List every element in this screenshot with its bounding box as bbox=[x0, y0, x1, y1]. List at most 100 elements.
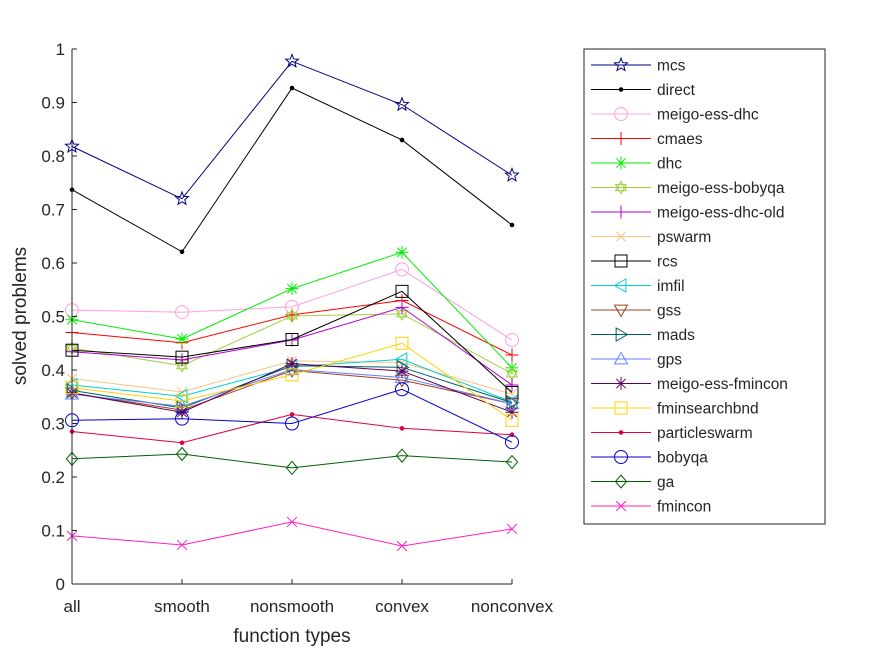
y-tick-label: 0.2 bbox=[41, 468, 65, 487]
data-point-particleswarm-convex bbox=[399, 426, 405, 431]
data-point-ga-nonsmooth bbox=[285, 460, 299, 476]
data-point-cmaes-nonconvex bbox=[505, 348, 519, 362]
legend-item-meigo-ess-bobyqa: meigo-ess-bobyqa bbox=[591, 180, 785, 197]
legend-marker bbox=[614, 474, 628, 489]
legend-label: particleswarm bbox=[657, 425, 753, 442]
y-tick-label: 0.5 bbox=[41, 308, 65, 327]
data-point-meigo-ess-bobyqa-nonconvex bbox=[505, 366, 519, 381]
data-point-rcs-nonsmooth bbox=[285, 333, 299, 347]
legend-marker bbox=[613, 304, 629, 318]
legend-marker bbox=[613, 56, 629, 72]
legend: mcs direct meigo-ess-dhc cmaes dhc meigo-ess-… bbox=[583, 48, 826, 525]
data-point-bobyqa-convex bbox=[395, 382, 409, 397]
legend-label: cmaes bbox=[657, 131, 703, 148]
y-tick-label: 0.7 bbox=[41, 201, 65, 220]
legend-item-pswarm: pswarm bbox=[591, 229, 711, 246]
series-line-fminsearchbnd bbox=[71, 342, 513, 421]
y-axis-label: solved problems bbox=[10, 247, 31, 385]
data-point-fmincon-convex bbox=[396, 540, 408, 552]
series-layer bbox=[64, 53, 520, 552]
series-fmincon bbox=[66, 516, 518, 552]
legend-item-mcs: mcs bbox=[591, 56, 686, 75]
legend-label: meigo-ess-dhc bbox=[657, 107, 759, 124]
legend-item-imfil: imfil bbox=[591, 278, 685, 295]
legend-marker bbox=[614, 254, 628, 268]
data-point-meigo-ess-fmincon-convex bbox=[395, 364, 409, 378]
x-tick-label: smooth bbox=[154, 597, 210, 616]
legend-marker bbox=[618, 430, 624, 435]
data-point-dhc-nonsmooth bbox=[285, 282, 299, 296]
data-point-direct-nonconvex bbox=[509, 222, 515, 228]
series-line-bobyqa bbox=[71, 388, 513, 443]
data-point-bobyqa-nonconvex bbox=[505, 435, 519, 450]
axes-layer: 0 0.1 0.2 0.3 0.4 0.5 0.6 0.7 0.8 0.9 1 all smooth no… bbox=[41, 40, 553, 616]
series-line-meigo-ess-dhc bbox=[71, 268, 513, 341]
legend-label: fmincon bbox=[657, 499, 711, 516]
series-line-ga bbox=[71, 453, 513, 469]
legend-label: gss bbox=[657, 303, 681, 320]
series-line-mcs bbox=[71, 60, 513, 200]
legend-item-rcs: rcs bbox=[591, 254, 678, 271]
legend-label: mcs bbox=[657, 58, 686, 75]
legend-marker bbox=[614, 450, 628, 464]
data-point-particleswarm-smooth bbox=[179, 440, 185, 446]
legend-item-ga: ga bbox=[591, 474, 675, 491]
y-tick-label: 0.4 bbox=[41, 361, 65, 380]
y-tick-label: 0.3 bbox=[41, 415, 65, 434]
data-point-mcs-nonconvex bbox=[504, 167, 520, 182]
legend-marker bbox=[615, 231, 627, 242]
series-line-gss bbox=[71, 370, 513, 411]
legend-label: ga bbox=[657, 474, 675, 491]
legend-label: direct bbox=[657, 82, 696, 99]
legend-label: dhc bbox=[657, 156, 682, 173]
legend-item-fmincon: fmincon bbox=[591, 499, 711, 516]
data-point-mcs-nonsmooth bbox=[284, 53, 300, 68]
legend-item-meigo-ess-fmincon: meigo-ess-fmincon bbox=[591, 376, 788, 393]
legend-marker bbox=[614, 205, 628, 219]
data-point-mcs-convex bbox=[394, 96, 410, 112]
data-point-ga-smooth bbox=[175, 446, 189, 462]
data-point-meigo-ess-fmincon-nonconvex bbox=[505, 405, 519, 419]
legend-item-mads: mads bbox=[591, 327, 695, 344]
legend-label: gps bbox=[657, 352, 682, 369]
legend-label: meigo-ess-bobyqa bbox=[657, 180, 785, 197]
x-tick-label: convex bbox=[375, 597, 429, 616]
legend-box bbox=[583, 48, 826, 525]
legend-label: mads bbox=[657, 327, 695, 344]
data-point-fmincon-nonconvex bbox=[506, 523, 518, 535]
legend-marker bbox=[614, 132, 628, 145]
series-line-rcs bbox=[71, 290, 513, 393]
data-point-particleswarm-nonsmooth bbox=[289, 412, 295, 417]
legend-items: mcs direct meigo-ess-dhc cmaes dhc meigo-ess-… bbox=[591, 56, 788, 516]
legend-label: rcs bbox=[657, 254, 678, 271]
y-tick-label: 0.9 bbox=[41, 94, 65, 113]
data-point-direct-smooth bbox=[179, 249, 185, 255]
y-tick-label: 0 bbox=[56, 575, 65, 594]
x-tick-label: nonsmooth bbox=[250, 597, 334, 616]
data-point-meigo-ess-dhc-smooth bbox=[175, 305, 189, 320]
legend-marker bbox=[615, 500, 627, 512]
data-point-dhc-smooth bbox=[175, 332, 189, 346]
data-point-ga-convex bbox=[395, 448, 409, 463]
data-point-direct-nonsmooth bbox=[289, 85, 295, 91]
series-meigo-ess-dhc bbox=[65, 262, 519, 348]
legend-label: pswarm bbox=[657, 229, 711, 246]
legend-marker bbox=[614, 156, 628, 170]
legend-label: imfil bbox=[657, 278, 685, 295]
legend-item-gss: gss bbox=[591, 303, 681, 320]
data-point-fminsearchbnd-nonconvex bbox=[505, 413, 519, 427]
legend-marker bbox=[615, 327, 629, 342]
legend-marker bbox=[613, 351, 629, 365]
legend-label: bobyqa bbox=[657, 450, 708, 467]
legend-label: fminsearchbnd bbox=[657, 401, 759, 418]
y-tick-label: 1 bbox=[56, 40, 65, 59]
legend-marker bbox=[614, 180, 628, 195]
data-point-direct-convex bbox=[399, 137, 405, 143]
data-point-rcs-smooth bbox=[175, 350, 189, 364]
x-tick-label: nonconvex bbox=[471, 597, 554, 616]
data-point-rcs-convex bbox=[395, 284, 409, 298]
data-point-ga-nonconvex bbox=[505, 454, 519, 470]
legend-label: meigo-ess-dhc-old bbox=[657, 205, 785, 222]
legend-item-fminsearchbnd: fminsearchbnd bbox=[591, 401, 759, 418]
